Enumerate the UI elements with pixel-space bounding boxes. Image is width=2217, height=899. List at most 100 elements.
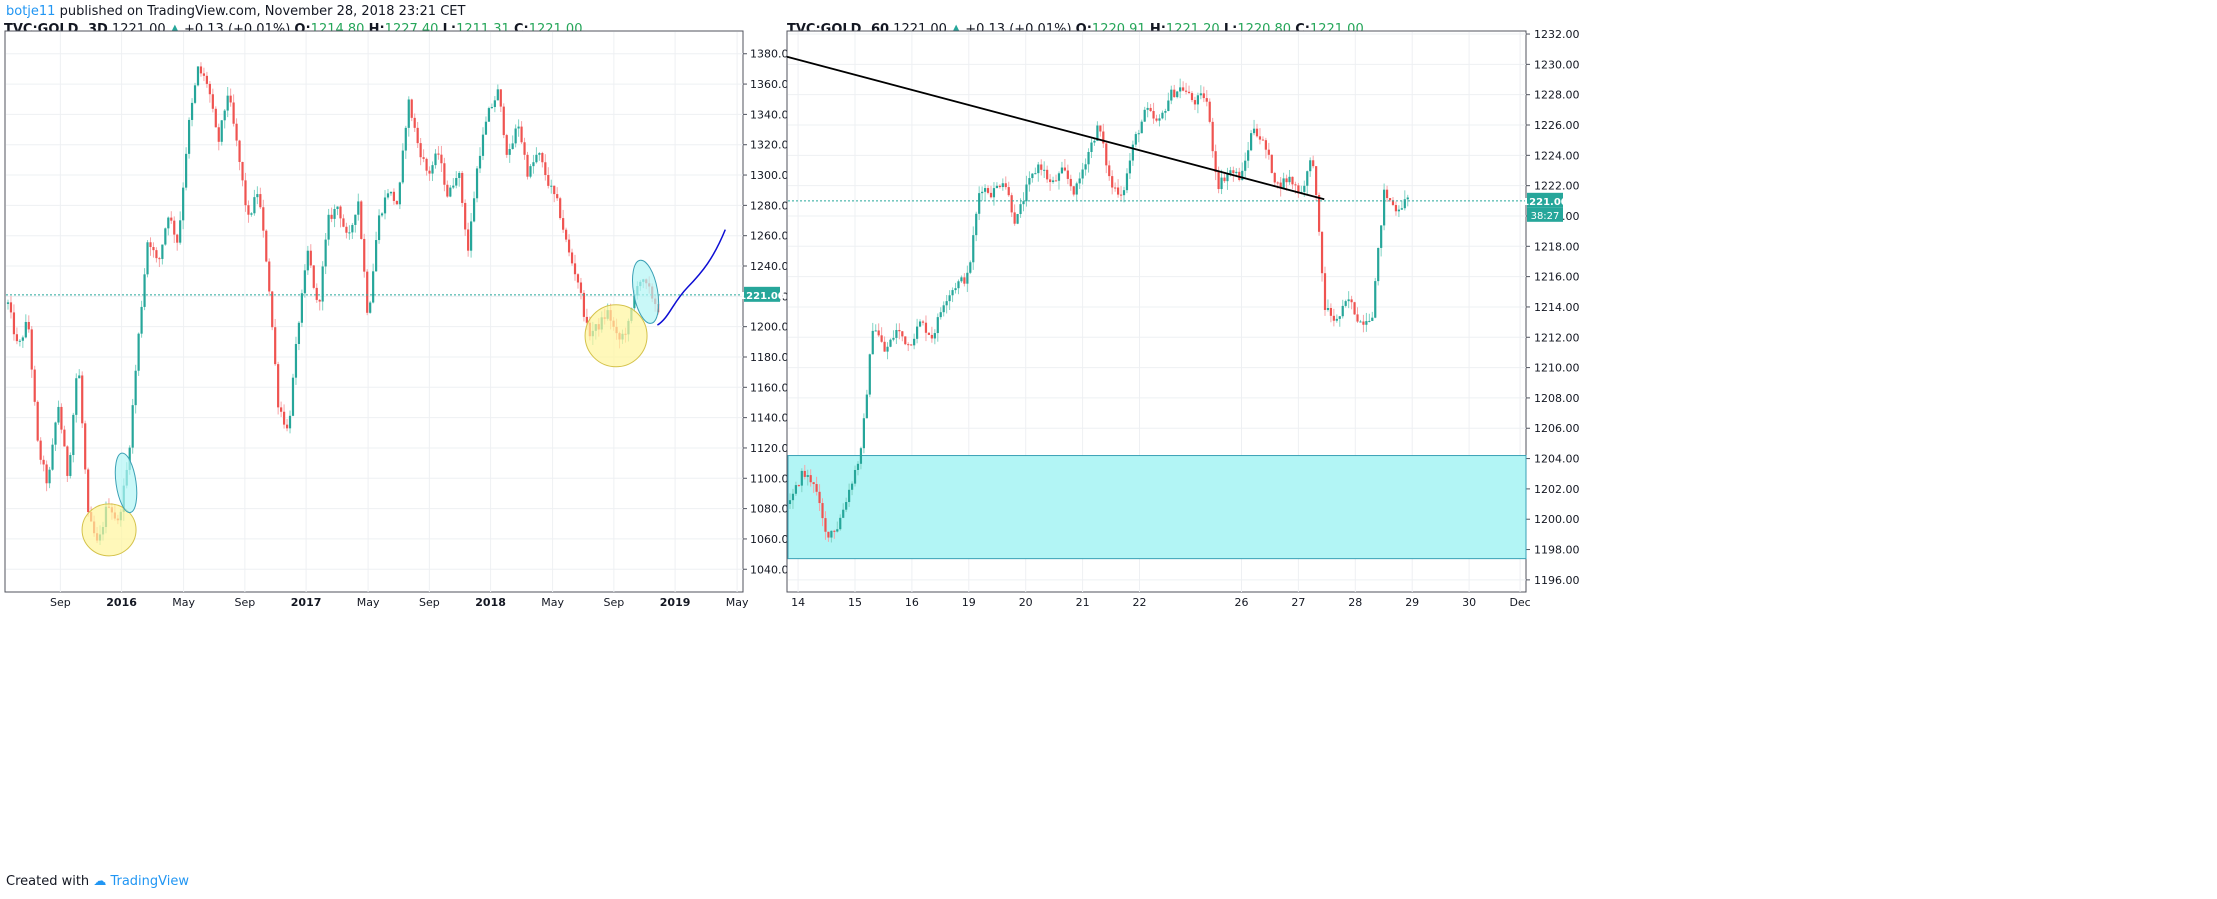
left-candle-body [60,406,63,430]
right-candle-body [1208,101,1211,122]
right-candle-body [880,335,883,342]
left-candle-body [321,266,324,302]
right-candle-body [803,470,806,477]
left-candle-body [425,158,428,171]
right-candle-body [1102,131,1105,144]
left-candle-body [585,316,588,323]
left-candle-body [87,469,90,513]
left-candle-body [193,85,197,103]
left-candle-body [63,429,66,447]
left-candle-body [573,263,577,275]
right-candle-body [1252,128,1256,134]
right-candle-body [933,333,936,339]
left-candle-body [487,108,491,122]
left-candle-body [312,265,315,288]
left-y-tick-label: 1200.00 [750,321,796,334]
right-candle-body [1267,149,1270,155]
right-candle-body [1084,164,1087,170]
right-candle-body [1297,185,1300,194]
right-y-tick-label: 1210.00 [1534,362,1580,375]
left-candle-body [259,194,262,208]
left-candle-body [39,440,42,460]
right-candle-body [1176,91,1179,98]
right-candle-body [1288,176,1291,183]
right-candle-body [918,321,922,327]
right-candle-body [1152,111,1155,119]
left-candle-body [523,142,526,155]
right-candle-body [1226,173,1229,182]
right-candle-body [1282,178,1285,189]
right-y-tick-label: 1208.00 [1534,392,1580,405]
left-y-tick-label: 1360.00 [750,78,796,91]
right-candle-body [969,262,972,273]
right-y-tick-label: 1206.00 [1534,422,1580,435]
right-candle-body [1332,315,1335,321]
left-candle-body [511,143,514,150]
right-candle-body [892,337,895,340]
right-candle-body [1167,100,1170,111]
left-candle-body [15,334,19,342]
left-candle-body [190,102,194,120]
right-candle-body [927,332,931,335]
right-chart: 1196.00 1198.00 1200.00 1202.00 1204.00 1206.… [786,28,1580,609]
left-candle-body [66,446,69,476]
left-candle-body [464,202,467,230]
left-candle-body [582,292,586,317]
left-candle-body [416,127,419,144]
right-candle-body [859,448,863,464]
right-candle-body [1388,198,1392,201]
left-candle-body [140,306,143,334]
left-candle-body [185,153,188,188]
right-candle-body [907,344,910,346]
right-candle-body [839,517,842,530]
left-candle-body [36,401,39,441]
right-candle-body [794,485,798,494]
left-candle-body [383,197,387,214]
left-y-tick-label: 1180.00 [750,351,796,364]
right-candle-body [1116,187,1120,195]
left-candle-body [404,127,407,151]
left-candle-body [437,153,440,155]
right-candle-body [1161,112,1164,119]
right-candle-body [1043,169,1046,171]
right-y-tick-label: 1224.00 [1534,149,1580,162]
right-candle-body [862,418,865,449]
right-candle-body [1111,176,1114,188]
left-y-tick-label: 1240.00 [750,260,796,273]
author-link[interactable]: botje11 [6,4,56,19]
right-candle-body [806,475,809,477]
left-x-tick-label: Sep [50,596,71,609]
left-candle-body [520,126,523,143]
left-candle-body [128,447,131,470]
right-candle-body [998,185,1001,188]
right-candle-body [981,191,984,194]
right-candle-body [1223,177,1226,182]
left-candle-body [443,163,446,185]
left-candle-body [285,424,289,429]
right-candle-body [1137,133,1140,135]
right-candle-body [1406,197,1409,200]
left-candle-body [232,102,235,124]
right-candle-body [1276,182,1279,184]
right-y-tick-label: 1216.00 [1534,271,1580,284]
right-candle-body [1072,186,1075,195]
left-candle-body [271,291,274,328]
right-candle-body [1155,118,1158,121]
left-candle-body [579,282,583,293]
right-y-tick-label: 1212.00 [1534,331,1580,344]
right-candle-body [1128,160,1132,174]
left-candle-body [345,226,348,233]
left-candle-body [570,252,574,264]
tradingview-link[interactable]: TradingView [110,874,189,889]
publish-line: botje11 published on TradingView.com, No… [6,4,465,19]
left-candle-body [401,150,404,183]
footer: Created with ☁ TradingView [6,874,189,889]
right-x-tick-label: 14 [791,596,805,609]
right-candle-body [942,305,945,313]
demand-zone [787,455,1527,560]
right-candle-body [910,344,913,346]
right-candle-body [1146,107,1149,110]
yellow-circle-2015 [81,503,137,557]
left-candle-body [565,229,568,240]
